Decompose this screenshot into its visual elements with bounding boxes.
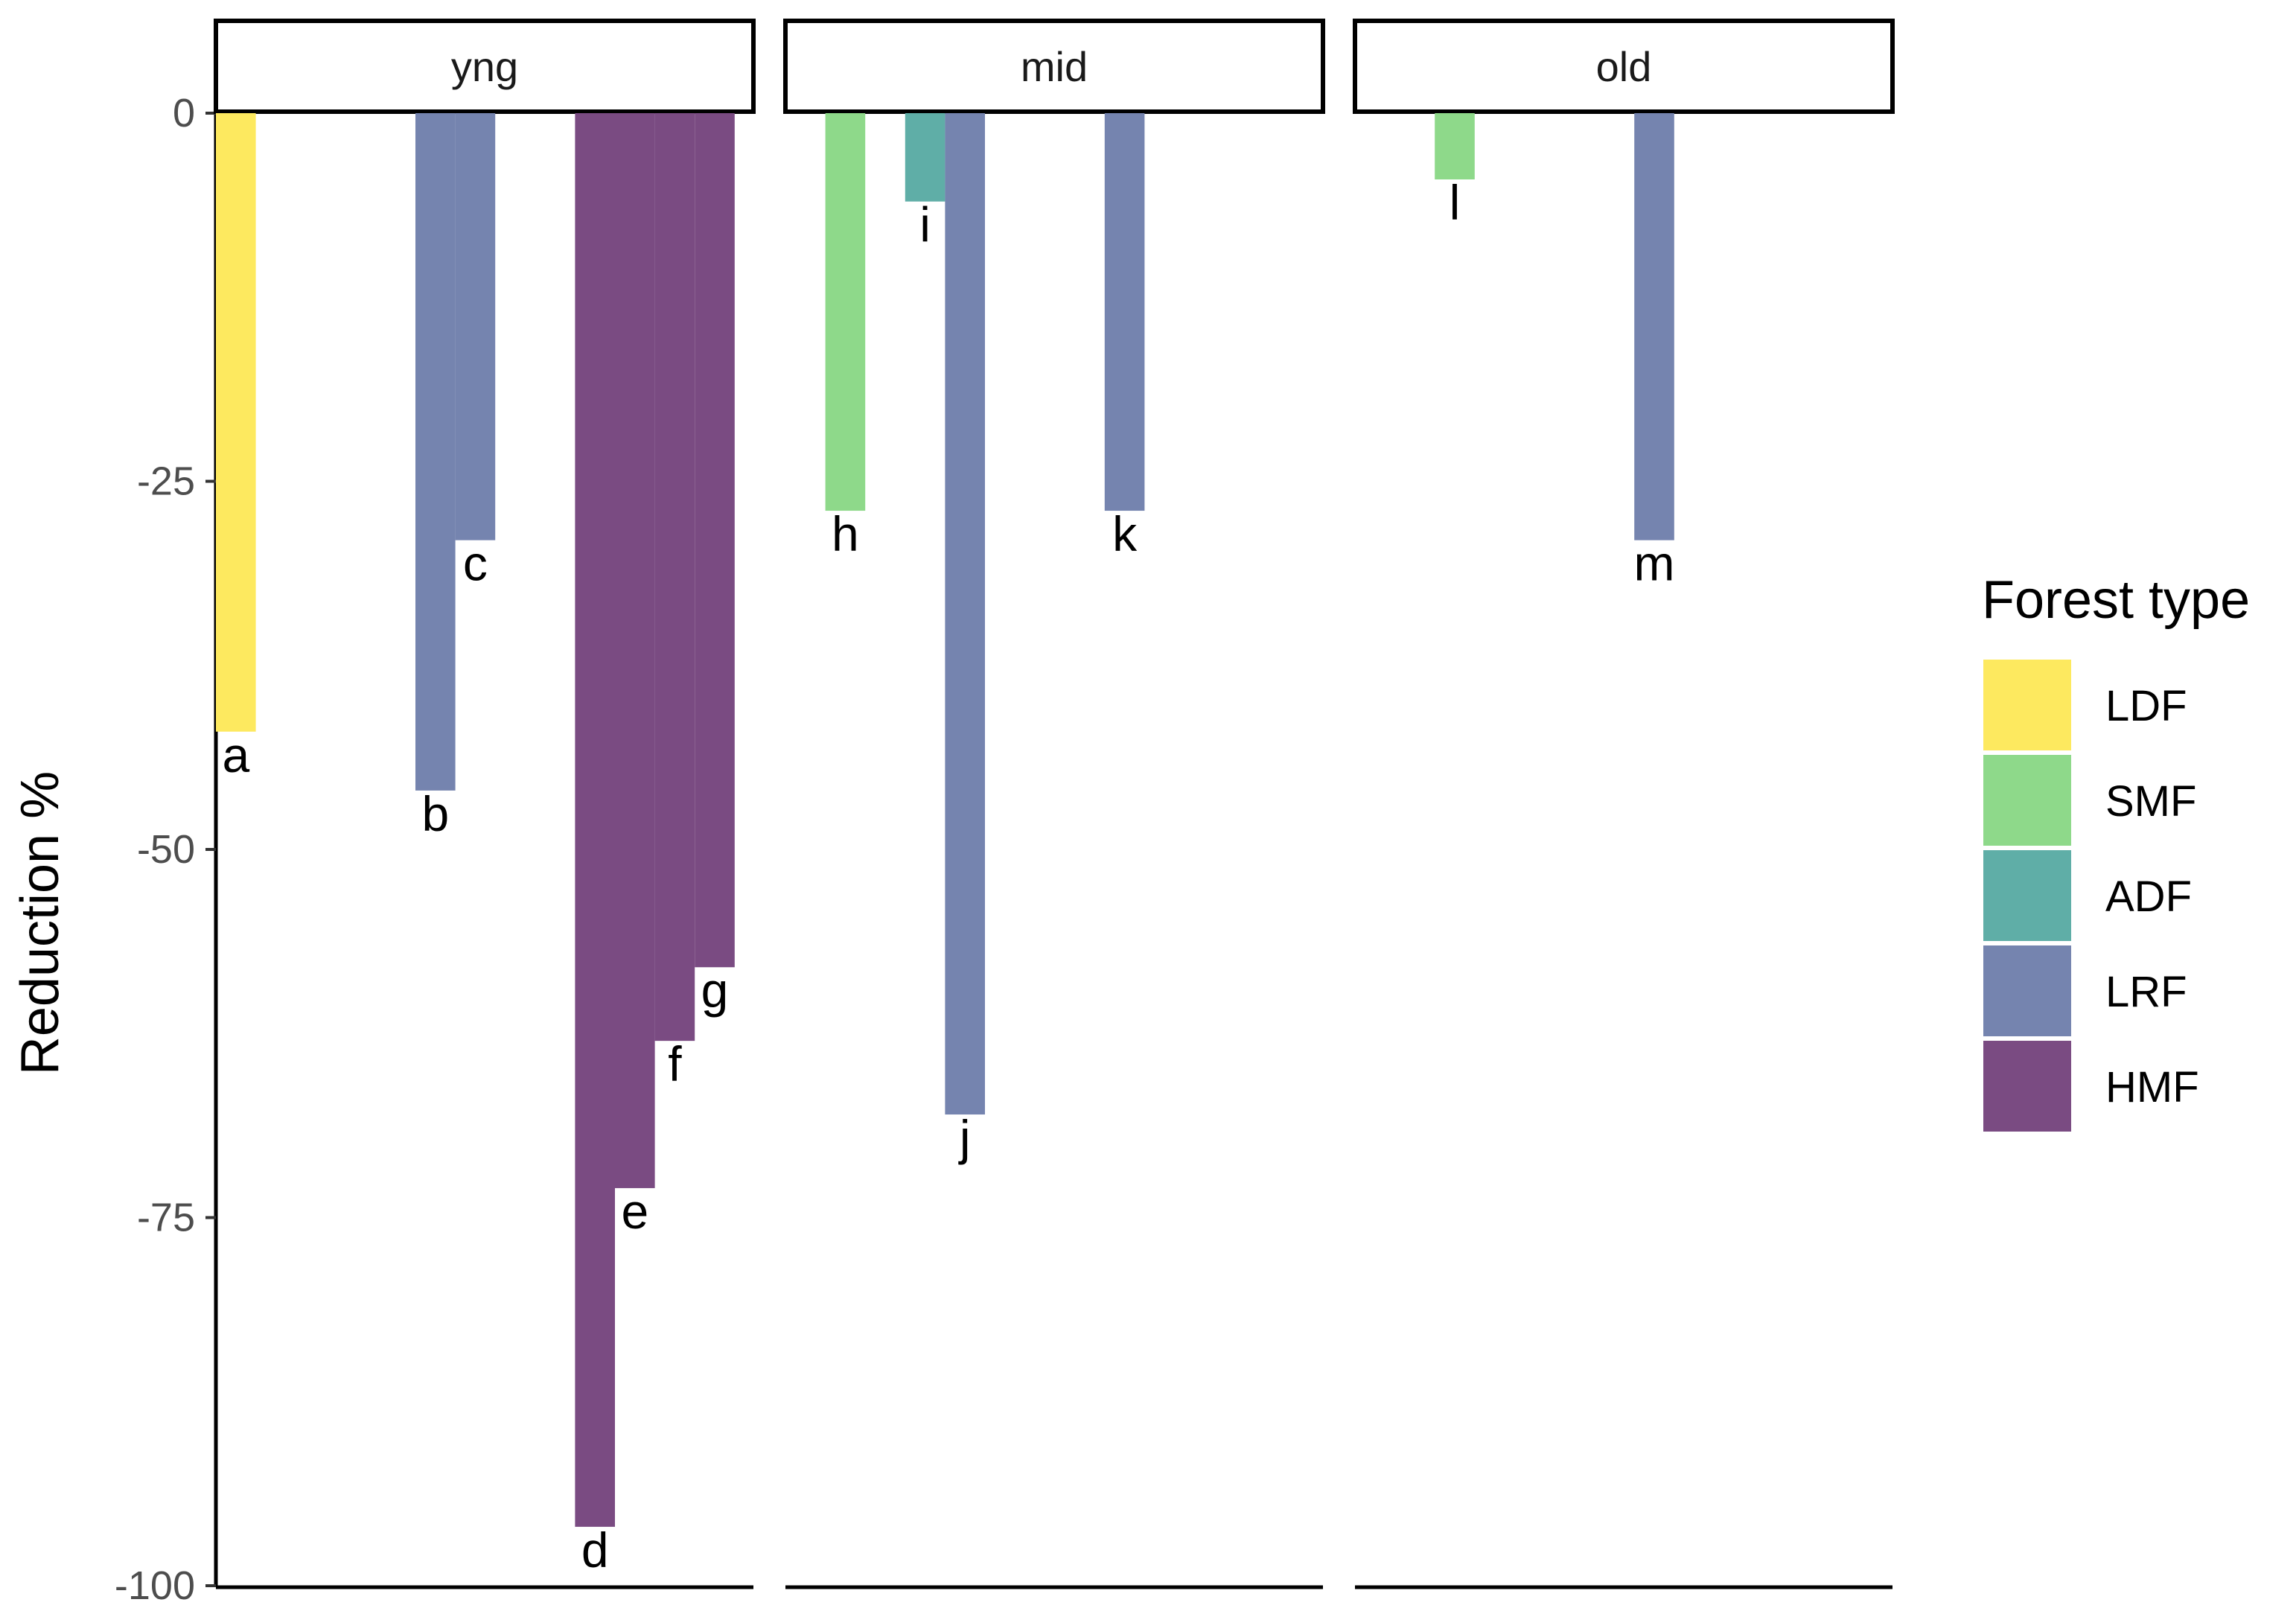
bar-label-f: f <box>668 1036 682 1091</box>
facet-strip-label: yng <box>451 43 518 90</box>
bar-i <box>905 113 945 202</box>
facet-mid: mid h i j k <box>783 19 1325 1589</box>
bar-label-a: a <box>222 727 249 782</box>
bar-j <box>945 113 985 1115</box>
bar-label-b: b <box>421 786 449 841</box>
legend-key-SMF <box>1983 755 2071 846</box>
bar-k <box>1104 113 1145 511</box>
facet-strip-label: old <box>1596 43 1652 90</box>
bar-label-c: c <box>463 536 488 591</box>
bar-b <box>415 113 456 791</box>
facets: yng a b c d e fg mid h i j k old l m <box>214 19 1895 1589</box>
bar-label-l: l <box>1450 175 1461 230</box>
bar-label-d: d <box>581 1522 609 1578</box>
y-tick-label: -50 <box>137 827 195 872</box>
legend-key-HMF <box>1983 1041 2071 1132</box>
legend-key-ADF <box>1983 850 2071 941</box>
bar-label-e: e <box>621 1184 648 1239</box>
bar-l <box>1435 113 1475 180</box>
facet-strip <box>1353 19 1895 114</box>
bar-f <box>654 113 695 1042</box>
facet-strip <box>214 19 756 114</box>
legend-label-ADF: ADF <box>2105 873 2192 921</box>
bar-label-m: m <box>1634 536 1675 591</box>
bar-c <box>455 113 496 540</box>
y-tick-label: 0 <box>173 91 195 135</box>
y-tick-label: -75 <box>137 1196 195 1240</box>
bar-label-i: i <box>919 197 931 252</box>
legend-title: Forest type <box>1982 570 2250 630</box>
y-tick-label: -25 <box>137 459 195 504</box>
y-tick-label: -100 <box>115 1563 195 1608</box>
bar-d <box>575 113 615 1527</box>
legend-key-LRF <box>1983 945 2071 1036</box>
legend-label-HMF: HMF <box>2105 1063 2199 1111</box>
facet-old: old l m <box>1353 19 1895 1589</box>
y-axis-title: Reduction % <box>10 771 70 1075</box>
legend-label-SMF: SMF <box>2105 777 2196 826</box>
bar-m <box>1634 113 1674 540</box>
y-axis: 0 -25 -50 -75 -100 <box>115 91 218 1608</box>
bar-g <box>695 113 735 968</box>
bar-label-g: g <box>701 963 729 1018</box>
facet-strip <box>783 19 1325 114</box>
facet-strip-label: mid <box>1021 43 1088 90</box>
bar-e <box>615 113 655 1188</box>
bar-label-h: h <box>832 506 859 561</box>
legend-label-LRF: LRF <box>2105 968 2187 1016</box>
legend-label-LDF: LDF <box>2105 682 2187 730</box>
bar-label-k: k <box>1112 506 1138 561</box>
bar-a <box>216 113 256 732</box>
facet-yng: yng a b c d e fg <box>214 19 756 1589</box>
bar-h <box>825 113 866 511</box>
legend-key-LDF <box>1983 660 2071 750</box>
bar-label-j: j <box>958 1110 971 1165</box>
legend: Forest type LDF SMF ADF LRF HMF <box>1982 570 2250 1132</box>
